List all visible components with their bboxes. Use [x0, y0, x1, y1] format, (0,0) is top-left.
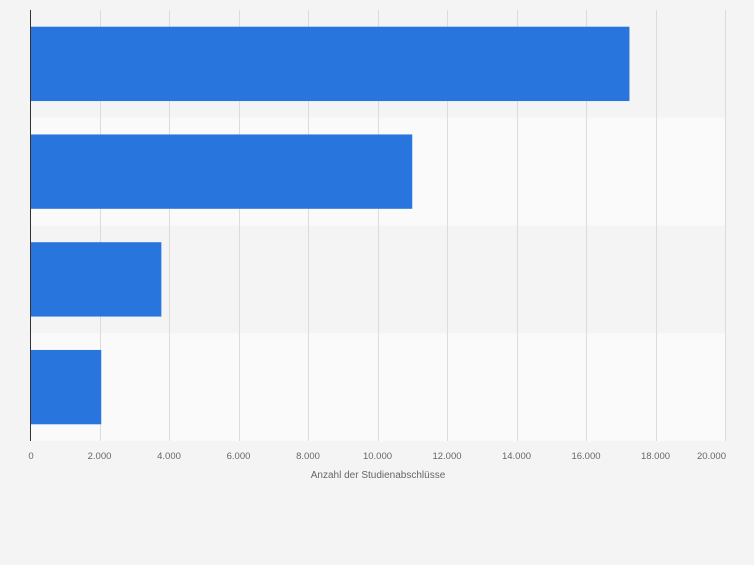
x-tick-label: 10.000 [363, 451, 392, 462]
bar[interactable] [30, 349, 102, 425]
x-tick-label: 18.000 [641, 451, 670, 462]
x-tick-label: 20.000 [697, 451, 726, 462]
x-tick-labels: 0 2.000 4.000 6.000 8.000 10.000 12.000 14.000 1… [28, 451, 726, 462]
x-tick-label: 2.000 [88, 451, 112, 462]
x-tick-label: 6.000 [227, 451, 251, 462]
row-band [30, 333, 725, 441]
x-tick-label: 8.000 [296, 451, 320, 462]
x-tick-label: 4.000 [157, 451, 181, 462]
bar[interactable] [30, 242, 162, 317]
bar[interactable] [30, 134, 413, 209]
x-tick-label: 12.000 [432, 451, 461, 462]
x-tick-label: 0 [28, 451, 33, 462]
x-axis-label: Anzahl der Studienabschlüsse [311, 470, 446, 481]
bar[interactable] [30, 26, 630, 102]
x-tick-label: 14.000 [502, 451, 531, 462]
x-tick-label: 16.000 [571, 451, 600, 462]
bars [30, 26, 630, 425]
